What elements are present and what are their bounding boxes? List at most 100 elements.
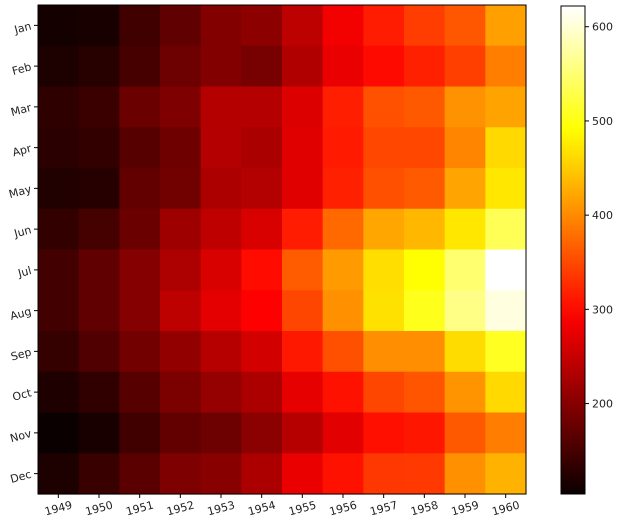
heatmap-cell — [241, 331, 283, 373]
y-tick-label: Aug — [9, 305, 33, 323]
heatmap-cell — [444, 208, 486, 251]
heatmap-cell — [200, 249, 242, 291]
heatmap-cell — [404, 168, 446, 210]
heatmap-cell — [160, 86, 202, 128]
heatmap-cell — [241, 208, 283, 251]
heatmap-cell — [485, 5, 527, 47]
heatmap-cell — [160, 290, 202, 332]
heatmap-cell — [200, 86, 242, 128]
heatmap-cell — [78, 371, 120, 414]
y-tick-label: Oct — [11, 386, 33, 404]
heatmap-cell — [485, 86, 527, 128]
heatmap-cell — [485, 208, 527, 251]
heatmap-cell — [241, 45, 283, 88]
heatmap-cell — [444, 5, 486, 47]
x-tick-label: 1950 — [84, 499, 114, 519]
y-tick-label: Dec — [9, 468, 33, 486]
heatmap-cell — [404, 249, 446, 291]
heatmap-cell — [160, 45, 202, 88]
heatmap-cell — [200, 453, 242, 495]
heatmap-cell — [363, 208, 405, 251]
x-tick-label: 1955 — [287, 499, 317, 519]
x-tick-label: 1953 — [206, 499, 236, 519]
heatmap-cell — [444, 453, 486, 495]
heatmap-cell — [78, 208, 120, 251]
heatmap-cell — [241, 412, 283, 454]
heatmap-cell — [38, 412, 80, 454]
heatmap-cell — [322, 127, 364, 169]
heatmap-cell — [119, 208, 161, 251]
heatmap-cell — [444, 371, 486, 414]
colorbar-tick-label: 300 — [592, 303, 613, 316]
heatmap-cell — [444, 249, 486, 291]
heatmap-cell — [119, 168, 161, 210]
x-tick-label: 1960 — [491, 499, 521, 519]
y-tick-label: Feb — [11, 60, 33, 78]
y-tick-label: Jul — [16, 264, 33, 280]
heatmap-cell — [322, 453, 364, 495]
heatmap-cell — [78, 290, 120, 332]
heatmap-cell — [363, 371, 405, 414]
colorbar-tick-label: 400 — [592, 209, 613, 222]
heatmap-cell — [485, 371, 527, 414]
heatmap-cell — [78, 5, 120, 47]
heatmap-cell — [38, 86, 80, 128]
heatmap-cell — [444, 45, 486, 88]
x-tick-label: 1952 — [165, 499, 195, 519]
heatmap-cell — [404, 127, 446, 169]
colorbar-tick-label: 500 — [592, 115, 613, 128]
x-tick-label: 1958 — [409, 499, 439, 519]
heatmap-cell — [444, 331, 486, 373]
heatmap-cell — [38, 5, 80, 47]
heatmap-cell — [444, 290, 486, 332]
heatmap-cell — [363, 290, 405, 332]
heatmap-cell — [322, 249, 364, 291]
heatmap-cell — [485, 331, 527, 373]
y-tick-label: Mar — [9, 101, 33, 119]
heatmap-cell — [160, 5, 202, 47]
heatmap-cell — [363, 5, 405, 47]
heatmap-cell — [78, 45, 120, 88]
heatmap-cell — [160, 371, 202, 414]
plot-frame — [37, 4, 527, 495]
heatmap-cell — [119, 86, 161, 128]
heatmap-cell — [404, 371, 446, 414]
heatmap-cell — [404, 86, 446, 128]
x-axis-ticks: 1949 1950 1951 1952 1953 1954 1955 1956 1957 1958… — [43, 494, 521, 518]
heatmap-cell — [444, 86, 486, 128]
heatmap-cell — [363, 168, 405, 210]
heatmap-cell — [404, 453, 446, 495]
heatmap-cell — [282, 453, 324, 495]
heatmap-cell — [119, 249, 161, 291]
heatmap-cell — [282, 168, 324, 210]
heatmap-cell — [282, 208, 324, 251]
x-tick-label: 1949 — [43, 499, 73, 519]
heatmap-cell — [38, 290, 80, 332]
heatmap-cell — [363, 453, 405, 495]
heatmap-cell — [444, 412, 486, 454]
heatmap-cell — [119, 453, 161, 495]
y-tick-label: Apr — [11, 142, 33, 160]
x-tick-label: 1951 — [125, 499, 155, 519]
heatmap-cell — [38, 208, 80, 251]
heatmap-cell — [241, 453, 283, 495]
heatmap-cell — [241, 86, 283, 128]
heatmap-cell — [38, 371, 80, 414]
heatmap-cell — [200, 5, 242, 47]
heatmap-cell — [363, 45, 405, 88]
heatmap-cell — [444, 127, 486, 169]
heatmap-cell — [404, 412, 446, 454]
heatmap-cell — [200, 290, 242, 332]
heatmap-cell — [160, 412, 202, 454]
heatmap-cell — [241, 249, 283, 291]
heatmap-cell — [322, 331, 364, 373]
heatmap-cell — [282, 45, 324, 88]
heatmap-cell — [485, 412, 527, 454]
heatmap-cell — [404, 290, 446, 332]
heatmap-cell — [485, 168, 527, 210]
heatmap-cell — [404, 208, 446, 251]
colorbar-gradient — [560, 5, 586, 495]
heatmap-cell — [485, 453, 527, 495]
heatmap-cell — [38, 45, 80, 88]
y-tick-label: Jun — [12, 223, 33, 240]
